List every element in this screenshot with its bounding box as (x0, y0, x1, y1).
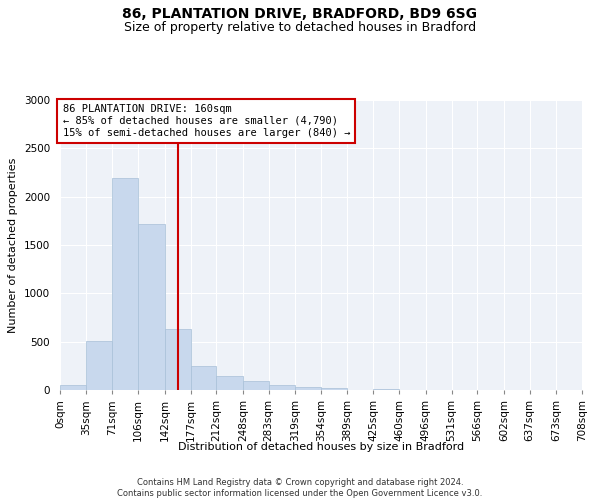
Bar (164, 329, 191, 390)
Bar (138, 224, 164, 390)
Bar (269, 385, 295, 390)
Bar (86, 340, 112, 390)
Text: Distribution of detached houses by size in Bradford: Distribution of detached houses by size … (178, 442, 464, 452)
Bar (321, 388, 347, 390)
Y-axis label: Number of detached properties: Number of detached properties (8, 158, 19, 332)
Bar (217, 376, 243, 390)
Bar (373, 388, 399, 390)
Bar (112, 178, 138, 390)
Text: 86 PLANTATION DRIVE: 160sqm
← 85% of detached houses are smaller (4,790)
15% of : 86 PLANTATION DRIVE: 160sqm ← 85% of det… (62, 104, 350, 138)
Bar (243, 382, 269, 390)
Text: Size of property relative to detached houses in Bradford: Size of property relative to detached ho… (124, 21, 476, 34)
Bar (191, 366, 217, 390)
Text: Contains HM Land Registry data © Crown copyright and database right 2024.
Contai: Contains HM Land Registry data © Crown c… (118, 478, 482, 498)
Text: 86, PLANTATION DRIVE, BRADFORD, BD9 6SG: 86, PLANTATION DRIVE, BRADFORD, BD9 6SG (122, 8, 478, 22)
Bar (60, 385, 86, 390)
Bar (295, 387, 321, 390)
